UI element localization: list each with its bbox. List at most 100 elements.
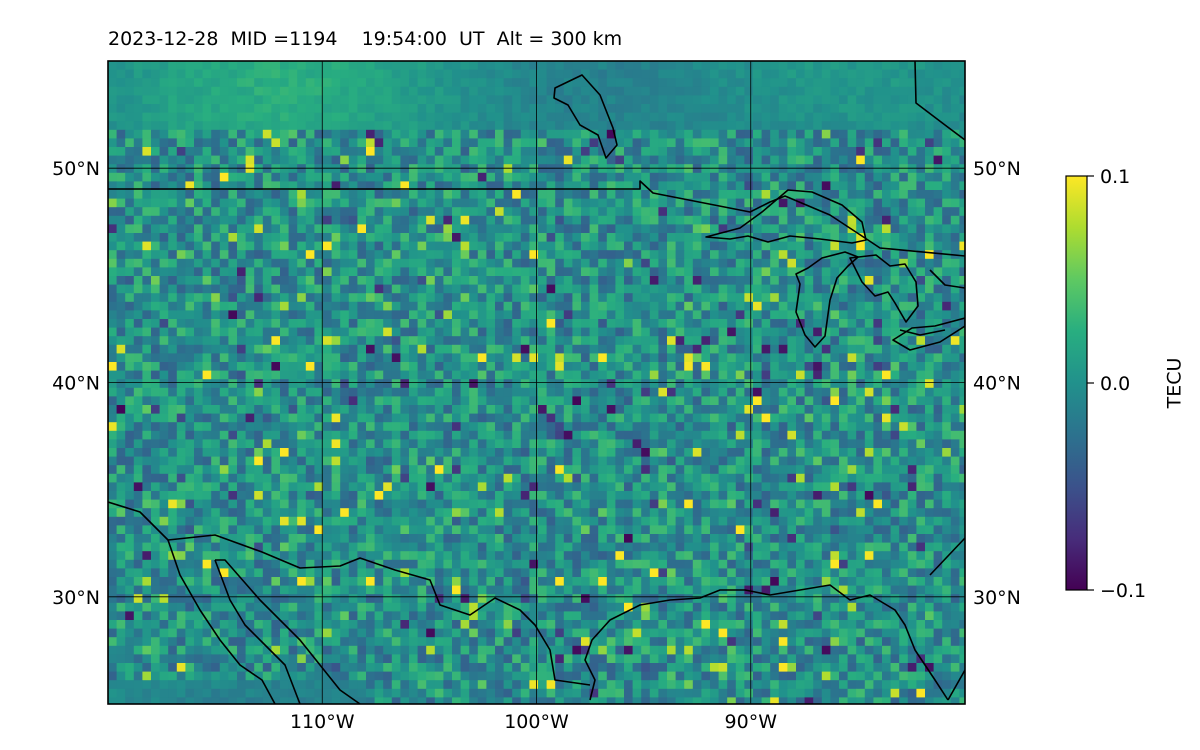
tec-cell [374,327,384,337]
tec-cell [116,258,126,268]
tec-cell [314,473,324,483]
tec-cell [434,310,444,320]
tec-cell [340,69,350,79]
tec-cell [890,319,900,328]
tec-cell [142,112,152,122]
tec-cell [632,95,642,105]
tec-cell [847,396,857,406]
tec-cell [366,319,375,328]
tec-cell [486,104,496,113]
tec-cell [581,336,590,346]
tec-cell [348,336,358,346]
tec-cell [426,413,436,423]
tec-cell [839,198,848,208]
tec-cell [649,344,659,354]
tec-cell [864,121,874,131]
tec-cell [383,233,393,242]
tec-cell [538,336,547,346]
tec-cell [340,293,350,303]
tec-cell [675,370,685,380]
tec-cell [314,439,324,449]
tec-cell [882,121,891,131]
tec-cell [907,104,917,113]
tec-cell [959,147,965,156]
tec-cell [890,121,900,131]
tec-cell [890,207,900,217]
tec-cell [847,293,857,303]
tec-cell [434,344,444,354]
tec-cell [176,104,186,113]
tec-cell [348,258,358,268]
tec-cell [314,336,324,346]
tec-cell [383,155,393,165]
tec-cell [340,198,350,208]
tec-cell [649,155,659,165]
tec-cell [787,138,797,148]
tec-cell [744,430,754,440]
tec-cell [581,327,590,337]
tec-cell [211,293,221,303]
tec-cell [125,310,135,320]
tec-cell [331,456,341,466]
tec-cell [305,104,315,113]
tec-cell [563,95,573,105]
tec-cell [211,207,221,217]
tec-cell [409,422,418,432]
tec-cell [194,284,203,294]
tec-cell [864,250,874,260]
tec-cell [323,95,332,105]
tec-cell [778,61,788,70]
tec-cell [873,250,883,260]
tec-cell [348,207,358,217]
tec-cell [555,95,565,105]
tec-cell [718,250,728,260]
tec-cell [675,405,685,414]
tec-cell [340,353,350,363]
tec-cell [176,319,186,328]
tec-cell [581,284,590,294]
tec-cell [916,336,926,346]
tec-cell [133,456,143,466]
tec-cell [916,422,926,432]
tec-cell [787,198,797,208]
tec-cell [426,370,436,380]
tec-cell [331,147,341,156]
tec-cell [108,310,117,320]
tec-cell [228,172,238,182]
tec-cell [133,430,143,440]
tec-cell [959,293,965,303]
tec-cell [495,301,504,311]
tec-cell [692,198,702,208]
tec-cell [512,121,522,131]
tec-cell [701,439,711,449]
tec-cell [632,301,642,311]
tec-cell [357,370,367,380]
tec-cell [331,190,341,199]
tec-cell [675,284,685,294]
tec-cell [452,379,461,389]
tec-cell [262,164,272,174]
tec-cell [538,172,547,182]
tec-cell [520,353,530,363]
tec-cell [890,387,900,397]
tec-cell [830,104,840,113]
tec-cell [529,190,539,199]
tec-cell [194,301,203,311]
tec-cell [400,241,410,251]
tec-cell [108,319,117,328]
tec-cell [477,336,487,346]
tec-cell [426,224,436,234]
tec-cell [486,121,496,131]
tec-cell [658,207,668,217]
tec-cell [357,190,367,199]
tec-cell [899,284,909,294]
tec-cell [280,258,289,268]
tec-cell [211,448,221,457]
tec-cell [495,138,504,148]
tec-cell [624,465,633,475]
tec-cell [314,61,324,70]
tec-cell [658,439,668,449]
tec-cell [624,276,633,285]
tec-cell [452,164,461,174]
tec-cell [899,456,909,466]
